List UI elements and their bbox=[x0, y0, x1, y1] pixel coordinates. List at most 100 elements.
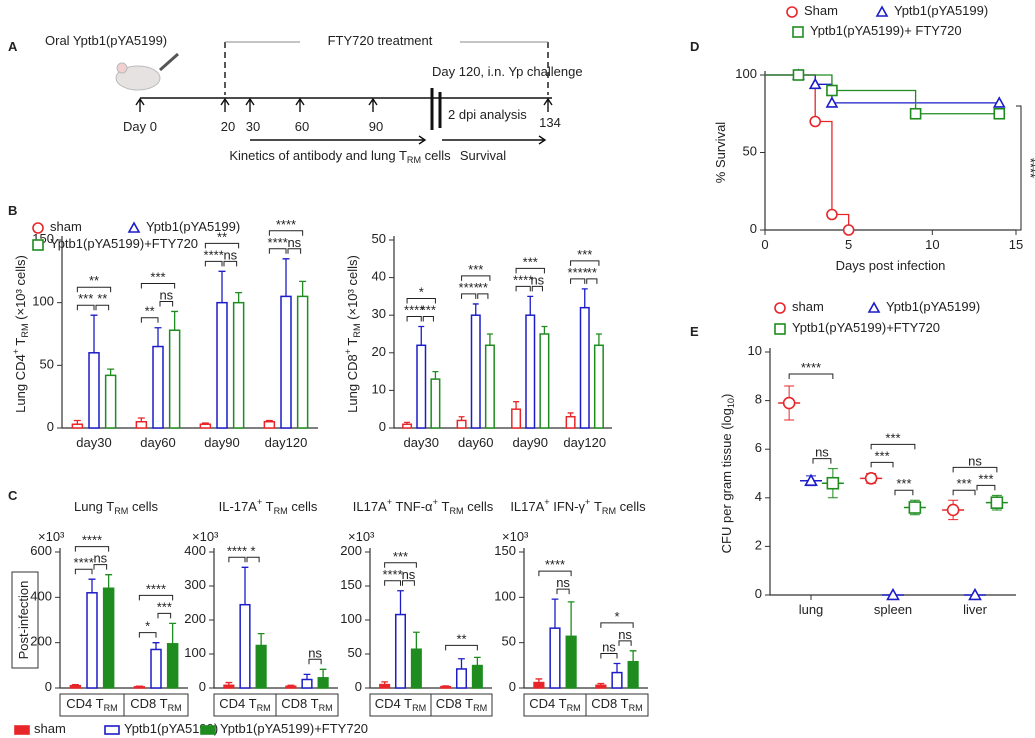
significance-label: *** bbox=[150, 270, 165, 285]
significance-bracket bbox=[93, 564, 108, 570]
y-tick-label: 50 bbox=[348, 645, 362, 660]
bar bbox=[595, 684, 607, 689]
y-axis-label: ×10³ bbox=[348, 529, 375, 544]
error-bar bbox=[486, 333, 493, 346]
error-bar bbox=[472, 303, 479, 316]
bar bbox=[232, 301, 245, 429]
treatment-span bbox=[224, 42, 549, 95]
survival-marker bbox=[909, 107, 922, 120]
error-bar bbox=[535, 678, 543, 683]
y-tick-label: 10 bbox=[372, 382, 386, 397]
error-bar bbox=[152, 642, 160, 650]
category-box bbox=[430, 693, 493, 717]
error-bar bbox=[551, 598, 559, 629]
significance-bracket bbox=[268, 248, 287, 254]
error-bar bbox=[169, 622, 177, 644]
bar bbox=[549, 627, 561, 689]
bar bbox=[627, 660, 639, 689]
survival-marker bbox=[826, 84, 838, 97]
y-tick-label: 6 bbox=[755, 441, 762, 456]
survival-marker bbox=[992, 96, 1006, 108]
dot bbox=[804, 473, 818, 486]
y-tick-label: 50 bbox=[743, 144, 757, 159]
significance-bracket bbox=[570, 260, 600, 266]
error-bar bbox=[613, 662, 621, 673]
day-arrows bbox=[135, 97, 553, 112]
significance-bracket bbox=[952, 466, 998, 473]
x-tick-label: liver bbox=[963, 602, 988, 617]
significance-bracket bbox=[812, 458, 832, 464]
significance-label: * bbox=[419, 285, 424, 300]
significance-bracket bbox=[515, 285, 531, 292]
bar bbox=[71, 423, 84, 429]
dot bbox=[908, 501, 922, 514]
survival-label: Survival bbox=[460, 148, 506, 163]
error-bar bbox=[235, 291, 243, 303]
x-tick-label: CD8 TRM bbox=[130, 696, 182, 713]
significance-bracket bbox=[268, 230, 304, 236]
significance-bracket bbox=[74, 546, 110, 552]
significance-bracket bbox=[556, 588, 570, 595]
bar bbox=[402, 423, 413, 429]
significance-bracket bbox=[406, 297, 436, 304]
survival-line bbox=[765, 74, 1000, 115]
significance-label: **** bbox=[82, 533, 102, 548]
legend-marker bbox=[774, 323, 786, 335]
significance-bracket bbox=[308, 658, 322, 665]
y-tick-label: 50 bbox=[40, 357, 54, 372]
y-tick-label: 200 bbox=[184, 611, 206, 626]
error-bar bbox=[458, 416, 465, 421]
chart-title: Lung TRM cells bbox=[74, 499, 159, 516]
x-tick-label: day60 bbox=[458, 435, 493, 450]
error-bar bbox=[413, 631, 420, 650]
error-bar bbox=[541, 325, 548, 334]
panel-letter: E bbox=[690, 324, 699, 339]
significance-bracket bbox=[445, 644, 478, 651]
chart-title: IL-17A+ TRM cells bbox=[219, 497, 318, 516]
significance-bracket bbox=[138, 594, 174, 601]
category-box bbox=[275, 693, 339, 717]
y-tick-label: 0 bbox=[509, 679, 516, 694]
bar bbox=[88, 352, 100, 429]
error-bar bbox=[474, 656, 481, 666]
significance-label: **** bbox=[268, 235, 288, 250]
x-axis-label: Days post infection bbox=[836, 258, 946, 273]
legend-label: sham bbox=[792, 299, 824, 314]
y-tick-label: 2 bbox=[755, 538, 762, 553]
y-tick-label: 4 bbox=[755, 489, 762, 504]
panel-letter: D bbox=[690, 39, 699, 54]
significance-bracket bbox=[538, 570, 572, 577]
significance-bracket bbox=[138, 632, 157, 638]
legend-label: sham bbox=[34, 721, 66, 736]
legend-label: Yptb1(pYA5199)+ FTY720 bbox=[810, 23, 962, 38]
significance-label: ** bbox=[456, 632, 466, 647]
axis bbox=[369, 548, 492, 689]
significance-label: **** bbox=[513, 273, 533, 288]
significance-label: ns bbox=[308, 646, 322, 661]
error-bar bbox=[299, 280, 307, 297]
significance-label: **** bbox=[459, 280, 479, 295]
dot bbox=[946, 503, 960, 517]
period-arrows bbox=[250, 135, 547, 145]
bar bbox=[69, 684, 82, 689]
day-label: 20 bbox=[221, 119, 235, 134]
significance-label: **** bbox=[74, 556, 94, 571]
y-tick-label: 600 bbox=[30, 543, 52, 558]
significance-bracket bbox=[461, 275, 491, 281]
legend-marker bbox=[127, 221, 141, 233]
mouse-icon bbox=[115, 65, 161, 91]
significance-bracket bbox=[384, 580, 401, 586]
significance-bracket bbox=[870, 461, 894, 468]
legend-swatch bbox=[200, 725, 216, 735]
dot bbox=[990, 496, 1004, 509]
error-bar bbox=[527, 295, 534, 316]
bar bbox=[135, 420, 148, 429]
mouse-ear bbox=[116, 62, 128, 74]
y-tick-label: 20 bbox=[372, 344, 386, 359]
bar bbox=[86, 592, 98, 689]
bar bbox=[533, 681, 545, 689]
survival-line bbox=[765, 74, 850, 230]
error-bar bbox=[90, 314, 98, 353]
legend-label: Yptb1(pYA5199) bbox=[146, 219, 240, 234]
